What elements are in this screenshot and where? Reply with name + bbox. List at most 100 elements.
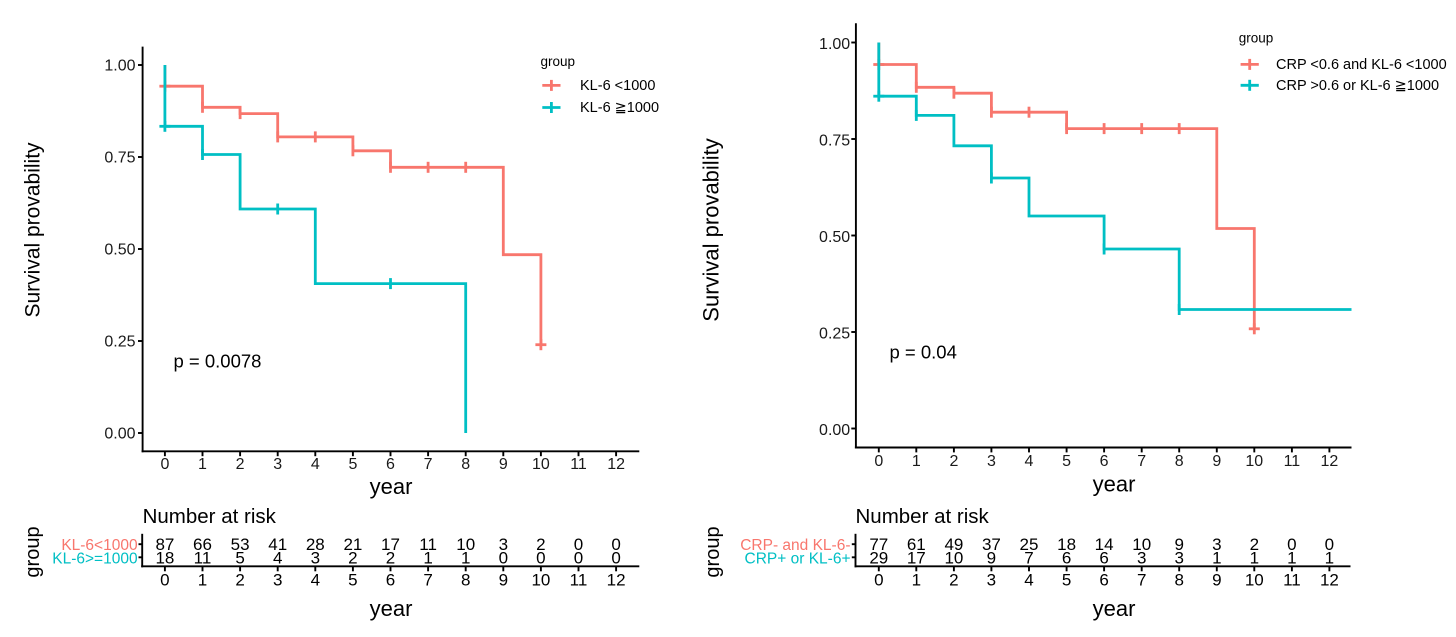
svg-text:6: 6 <box>1100 453 1109 470</box>
svg-text:2: 2 <box>949 571 958 590</box>
svg-text:Survival provability: Survival provability <box>698 138 723 321</box>
svg-text:2: 2 <box>235 571 244 590</box>
svg-text:7: 7 <box>1137 453 1146 470</box>
svg-text:7: 7 <box>1137 571 1146 590</box>
svg-text:11: 11 <box>419 535 437 554</box>
svg-text:3: 3 <box>987 453 996 470</box>
svg-text:2: 2 <box>348 548 357 567</box>
svg-text:year: year <box>1093 472 1136 497</box>
svg-text:group: group <box>702 526 724 577</box>
svg-text:CRP+ or KL-6+: CRP+ or KL-6+ <box>745 550 851 567</box>
svg-text:6: 6 <box>1099 571 1108 590</box>
svg-text:group: group <box>541 54 576 69</box>
svg-text:9: 9 <box>987 548 996 567</box>
svg-text:1: 1 <box>461 548 470 567</box>
svg-text:11: 11 <box>194 548 212 567</box>
svg-text:2: 2 <box>536 535 545 554</box>
svg-text:8: 8 <box>1175 453 1184 470</box>
svg-text:0: 0 <box>611 535 620 554</box>
svg-text:0: 0 <box>574 535 583 554</box>
svg-text:3: 3 <box>987 571 996 590</box>
svg-text:25: 25 <box>1020 535 1039 554</box>
svg-text:21: 21 <box>343 535 362 554</box>
svg-text:0.75: 0.75 <box>104 150 135 167</box>
svg-text:CRP- and KL-6-: CRP- and KL-6- <box>740 537 850 554</box>
svg-text:CRP >0.6 or KL-6 ≧1000: CRP >0.6 or KL-6 ≧1000 <box>1276 78 1439 94</box>
svg-text:61: 61 <box>907 535 926 554</box>
svg-text:49: 49 <box>944 535 963 554</box>
svg-text:18: 18 <box>1057 535 1076 554</box>
svg-text:KL-6>=1000: KL-6>=1000 <box>52 550 138 567</box>
svg-text:37: 37 <box>982 535 1001 554</box>
svg-text:8: 8 <box>461 456 470 473</box>
svg-text:4: 4 <box>1024 571 1033 590</box>
svg-text:6: 6 <box>386 571 395 590</box>
svg-text:9: 9 <box>1212 453 1221 470</box>
svg-text:2: 2 <box>949 453 958 470</box>
svg-text:28: 28 <box>306 535 325 554</box>
svg-text:0: 0 <box>499 548 508 567</box>
svg-text:3: 3 <box>273 456 282 473</box>
svg-text:3: 3 <box>1212 535 1221 554</box>
svg-text:1: 1 <box>423 548 432 567</box>
svg-text:11: 11 <box>570 456 587 473</box>
svg-text:7: 7 <box>424 456 433 473</box>
svg-text:10: 10 <box>1245 571 1264 590</box>
svg-text:4: 4 <box>1025 453 1034 470</box>
svg-text:KL-6 ≧1000: KL-6 ≧1000 <box>580 100 659 116</box>
svg-text:12: 12 <box>607 456 625 473</box>
svg-text:0: 0 <box>611 548 620 567</box>
svg-text:year: year <box>370 474 413 499</box>
svg-text:0.75: 0.75 <box>819 132 850 149</box>
svg-text:10: 10 <box>532 456 550 473</box>
svg-text:5: 5 <box>1062 453 1071 470</box>
svg-text:17: 17 <box>381 535 400 554</box>
svg-text:10: 10 <box>1245 453 1263 470</box>
svg-text:0: 0 <box>536 548 545 567</box>
svg-text:3: 3 <box>1137 548 1146 567</box>
svg-text:KL-6<1000: KL-6<1000 <box>61 537 138 554</box>
svg-text:1: 1 <box>198 571 207 590</box>
svg-text:0: 0 <box>1325 535 1334 554</box>
svg-text:17: 17 <box>907 548 926 567</box>
svg-text:1: 1 <box>1212 548 1221 567</box>
svg-text:0: 0 <box>874 571 883 590</box>
svg-text:0.50: 0.50 <box>819 229 850 246</box>
svg-text:Survival provability: Survival provability <box>21 142 44 318</box>
svg-text:10: 10 <box>531 571 550 590</box>
svg-text:14: 14 <box>1095 535 1114 554</box>
svg-text:Number at risk: Number at risk <box>143 505 277 528</box>
svg-text:8: 8 <box>461 571 470 590</box>
svg-text:0.50: 0.50 <box>104 242 135 259</box>
svg-text:2: 2 <box>386 548 395 567</box>
svg-text:1: 1 <box>1287 548 1296 567</box>
svg-text:3: 3 <box>311 548 320 567</box>
svg-text:4: 4 <box>273 548 282 567</box>
svg-text:6: 6 <box>1099 548 1108 567</box>
svg-text:Number at risk: Number at risk <box>856 505 990 528</box>
svg-text:p = 0.04: p = 0.04 <box>890 342 957 363</box>
svg-text:29: 29 <box>869 548 888 567</box>
svg-text:3: 3 <box>499 535 508 554</box>
svg-text:p = 0.0078: p = 0.0078 <box>174 351 262 372</box>
svg-text:2: 2 <box>236 456 245 473</box>
svg-text:10: 10 <box>1132 535 1151 554</box>
svg-text:4: 4 <box>311 456 320 473</box>
svg-text:5: 5 <box>348 456 357 473</box>
svg-text:9: 9 <box>1212 571 1221 590</box>
svg-text:1: 1 <box>198 456 207 473</box>
svg-text:1: 1 <box>912 571 921 590</box>
svg-text:year: year <box>1093 596 1136 621</box>
svg-text:41: 41 <box>268 535 287 554</box>
svg-text:12: 12 <box>607 571 626 590</box>
svg-text:9: 9 <box>1174 535 1183 554</box>
svg-text:10: 10 <box>944 548 963 567</box>
svg-text:77: 77 <box>869 535 888 554</box>
svg-text:8: 8 <box>1174 571 1183 590</box>
svg-text:11: 11 <box>1283 571 1301 590</box>
svg-text:9: 9 <box>499 456 508 473</box>
svg-text:66: 66 <box>193 535 212 554</box>
svg-text:1: 1 <box>1325 548 1334 567</box>
svg-text:0.25: 0.25 <box>819 325 850 342</box>
svg-text:4: 4 <box>311 571 320 590</box>
